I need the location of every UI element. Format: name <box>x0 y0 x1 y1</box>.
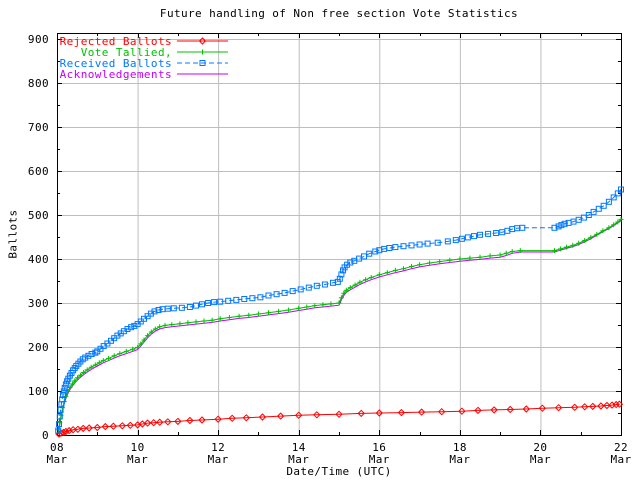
legend-label: Received Ballots <box>60 57 172 70</box>
axis-ticks <box>57 33 622 436</box>
y-tick-label: 400 <box>28 253 49 266</box>
x-tick-label: Mar <box>288 453 309 466</box>
legend-label: Rejected Ballots <box>60 35 172 48</box>
y-tick-label: 100 <box>28 385 49 398</box>
chart-grid <box>57 33 621 435</box>
x-tick-label: 22 <box>614 441 628 454</box>
x-tick-label: Mar <box>208 453 229 466</box>
x-tick-label: Mar <box>530 453 551 466</box>
series-acknowledgements <box>58 219 622 432</box>
y-tick-label: 800 <box>28 77 49 90</box>
chart-frame <box>57 33 622 436</box>
series-rejected-ballots <box>55 400 624 438</box>
legend-label: Vote Tallied, <box>81 46 172 59</box>
x-tick-label: Mar <box>610 453 631 466</box>
series-vote-tallied <box>56 216 624 433</box>
y-tick-label: 300 <box>28 297 49 310</box>
y-tick-label: 700 <box>28 121 49 134</box>
x-tick-label: 14 <box>292 441 306 454</box>
legend-entry: Vote Tallied, <box>81 46 228 59</box>
x-tick-label: Mar <box>127 453 148 466</box>
x-tick-label: 18 <box>453 441 467 454</box>
series-received-ballots <box>55 186 624 434</box>
x-tick-label: 08 <box>50 441 64 454</box>
legend-entry: Rejected Ballots <box>60 35 228 48</box>
x-tick-label: 10 <box>131 441 145 454</box>
y-tick-label: 500 <box>28 209 49 222</box>
x-tick-label: 16 <box>372 441 386 454</box>
y-axis-label: Ballots <box>6 209 20 259</box>
legend-entry: Received Ballots <box>60 57 228 70</box>
x-tick-label: Mar <box>46 453 67 466</box>
x-axis-label: Date/Time (UTC) <box>286 465 392 478</box>
chart-title: Future handling of Non free section Vote… <box>159 7 519 20</box>
x-tick-label: 20 <box>533 441 547 454</box>
legend-label: Acknowledgements <box>60 68 172 81</box>
legend-line-sample <box>177 60 228 66</box>
y-tick-label: 0 <box>42 429 49 442</box>
legend-entry: Acknowledgements <box>60 68 228 81</box>
legend-line-sample <box>177 37 228 45</box>
legend-line-sample <box>177 49 228 55</box>
x-tick-label: Mar <box>449 453 470 466</box>
axis-tick-labels: 010020030040050060070080090008Mar10Mar12… <box>28 33 631 466</box>
y-tick-label: 200 <box>28 341 49 354</box>
y-tick-label: 600 <box>28 165 49 178</box>
y-tick-label: 900 <box>28 33 49 46</box>
x-tick-label: 12 <box>211 441 225 454</box>
x-tick-label: Mar <box>369 453 390 466</box>
